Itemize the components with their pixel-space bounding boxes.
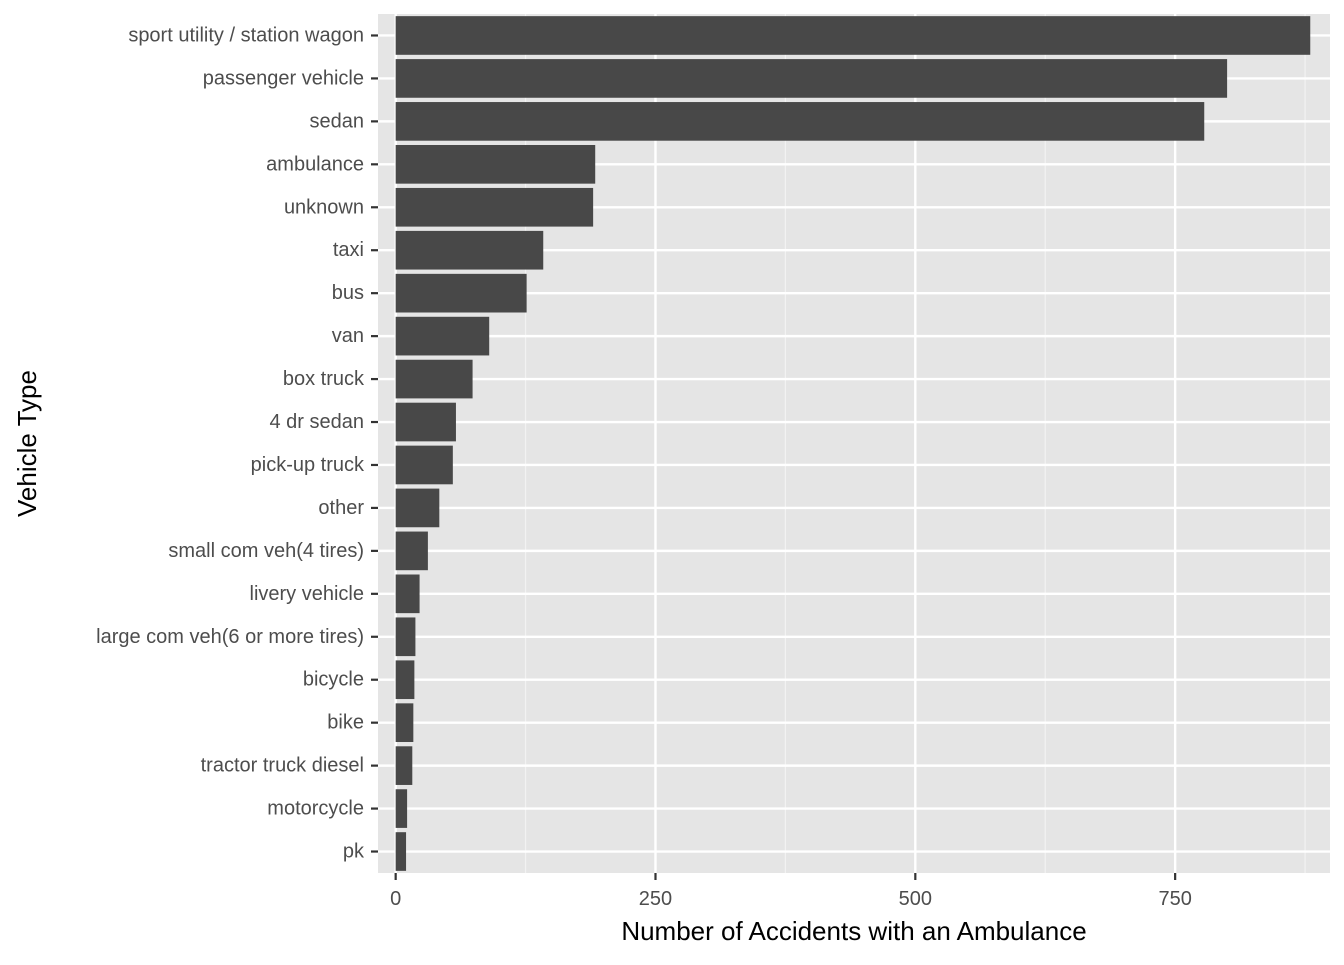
y-tick-label: bus bbox=[332, 282, 364, 304]
y-tick-label: motorcycle bbox=[267, 798, 364, 820]
y-tick-label: bicycle bbox=[303, 669, 364, 691]
x-axis-title: Number of Accidents with an Ambulance bbox=[621, 916, 1086, 946]
bar bbox=[395, 16, 1311, 55]
y-tick-label: ambulance bbox=[266, 153, 364, 175]
y-tick-label: small com veh(4 tires) bbox=[168, 540, 364, 562]
bar bbox=[395, 359, 473, 399]
bar bbox=[395, 316, 490, 356]
bar bbox=[395, 59, 1228, 98]
bar bbox=[395, 703, 414, 743]
bar bbox=[395, 144, 596, 184]
bar bbox=[395, 445, 453, 485]
y-tick-label: pick-up truck bbox=[251, 454, 365, 476]
bar bbox=[395, 660, 415, 700]
x-axis: 0 250 500 750 bbox=[390, 873, 1192, 910]
bar bbox=[395, 574, 420, 614]
bar bbox=[395, 230, 544, 270]
bar bbox=[395, 102, 1205, 141]
x-tick-label: 750 bbox=[1158, 888, 1191, 910]
bar bbox=[395, 488, 440, 528]
y-axis: sport utility / station wagon passenger v… bbox=[96, 24, 378, 863]
y-axis-title: Vehicle Type bbox=[12, 370, 42, 517]
x-tick-label: 250 bbox=[639, 888, 672, 910]
y-tick-label: passenger vehicle bbox=[203, 67, 364, 89]
bar bbox=[395, 832, 407, 871]
bar bbox=[395, 531, 428, 571]
y-tick-label: taxi bbox=[333, 239, 364, 261]
y-tick-label: sport utility / station wagon bbox=[128, 24, 364, 46]
bar bbox=[395, 789, 408, 828]
bar bbox=[395, 273, 527, 313]
y-tick-label: unknown bbox=[284, 196, 364, 218]
y-tick-label: sedan bbox=[310, 110, 365, 132]
y-tick-label: pk bbox=[343, 841, 365, 863]
bars-layer bbox=[395, 16, 1311, 871]
bar bbox=[395, 617, 416, 657]
bar bbox=[395, 187, 594, 227]
y-tick-label: van bbox=[332, 325, 364, 347]
y-tick-label: bike bbox=[327, 712, 364, 734]
plot-panel bbox=[378, 14, 1330, 873]
x-tick-label: 0 bbox=[390, 888, 401, 910]
y-tick-label: tractor truck diesel bbox=[201, 755, 364, 777]
bar bbox=[395, 746, 413, 785]
x-tick-label: 500 bbox=[899, 888, 932, 910]
y-tick-label: livery vehicle bbox=[250, 583, 364, 605]
y-tick-label: large com veh(6 or more tires) bbox=[96, 626, 364, 648]
bar bbox=[395, 402, 456, 442]
y-tick-label: 4 dr sedan bbox=[269, 411, 364, 433]
y-tick-label: box truck bbox=[283, 368, 365, 390]
y-tick-label: other bbox=[318, 497, 364, 519]
